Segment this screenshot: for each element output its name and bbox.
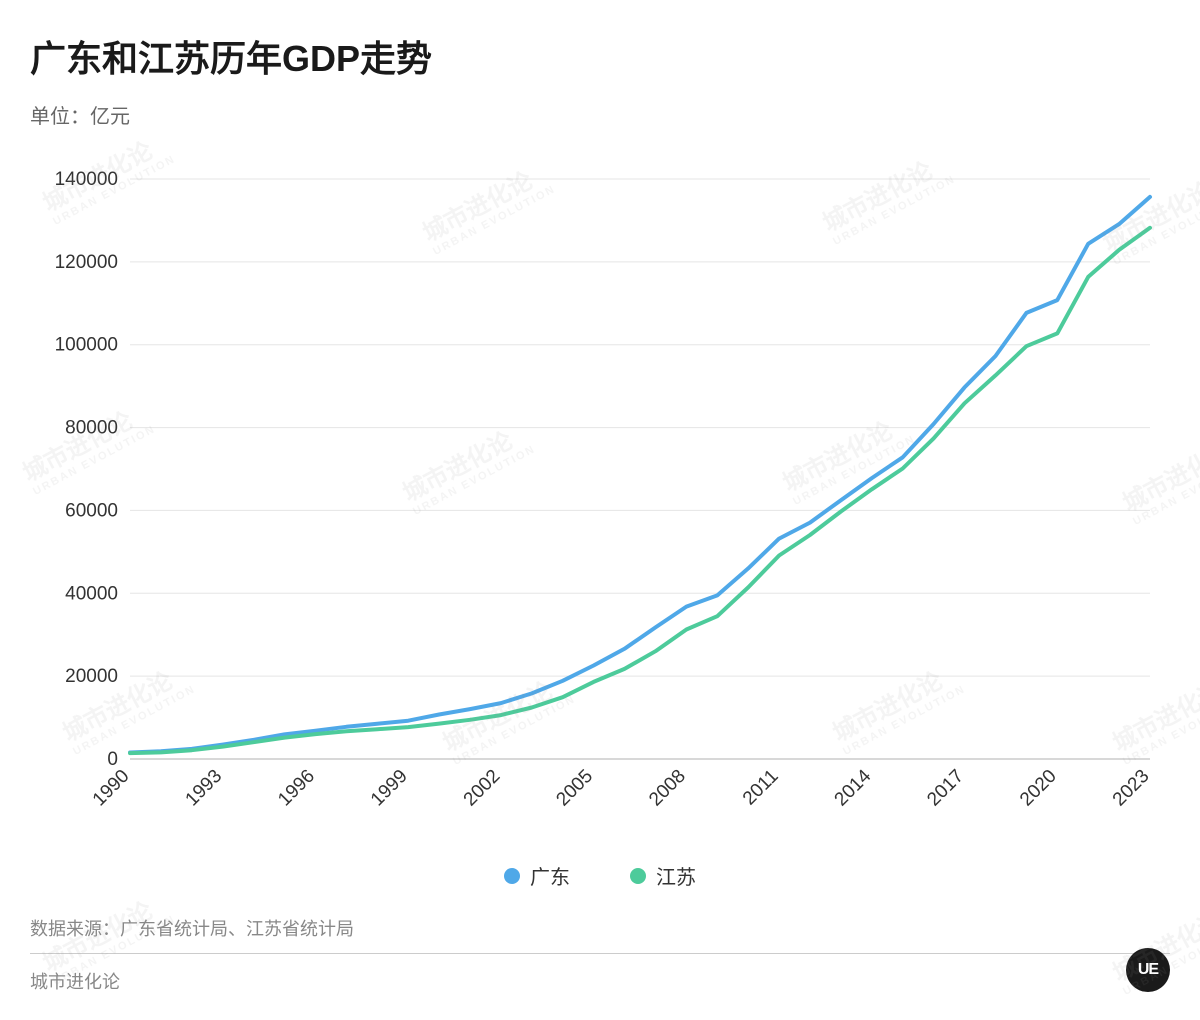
y-tick-label: 140000 xyxy=(55,169,118,190)
x-tick-label: 2020 xyxy=(1016,766,1061,811)
x-tick-label: 2005 xyxy=(552,766,597,811)
x-tick-label: 2017 xyxy=(923,766,968,811)
chart-title: 广东和江苏历年GDP走势 xyxy=(30,30,1170,82)
line-chart-svg: 0200004000060000800001000001200001400001… xyxy=(30,169,1170,849)
legend-label: 江苏 xyxy=(656,861,696,890)
y-tick-label: 60000 xyxy=(65,500,118,521)
legend: 广东 江苏 xyxy=(30,861,1170,890)
x-tick-label: 1990 xyxy=(89,766,134,811)
x-tick-label: 1996 xyxy=(274,766,319,811)
y-tick-label: 80000 xyxy=(65,418,118,439)
y-tick-label: 40000 xyxy=(65,583,118,604)
x-tick-label: 2014 xyxy=(831,765,876,810)
footer-brand: 城市进化论 xyxy=(30,968,1170,994)
y-tick-label: 100000 xyxy=(55,335,118,356)
chart-area: 0200004000060000800001000001200001400001… xyxy=(30,169,1170,849)
x-tick-label: 2011 xyxy=(739,766,783,810)
legend-dot-icon xyxy=(630,868,646,884)
series-line xyxy=(130,228,1150,753)
x-tick-label: 2023 xyxy=(1109,766,1154,811)
x-tick-label: 2008 xyxy=(645,766,690,811)
series-line xyxy=(130,197,1150,753)
legend-item: 广东 xyxy=(504,861,570,890)
y-tick-label: 20000 xyxy=(65,666,118,687)
data-source: 数据来源：广东省统计局、江苏省统计局 xyxy=(30,915,1170,954)
chart-subtitle: 单位：亿元 xyxy=(30,100,1170,129)
legend-item: 江苏 xyxy=(630,861,696,890)
legend-dot-icon xyxy=(504,868,520,884)
legend-label: 广东 xyxy=(530,861,570,890)
y-tick-label: 120000 xyxy=(55,252,118,273)
x-tick-label: 1993 xyxy=(182,766,227,811)
x-tick-label: 1999 xyxy=(367,766,412,811)
brand-badge-icon: UE xyxy=(1126,948,1170,992)
x-tick-label: 2002 xyxy=(460,766,505,811)
